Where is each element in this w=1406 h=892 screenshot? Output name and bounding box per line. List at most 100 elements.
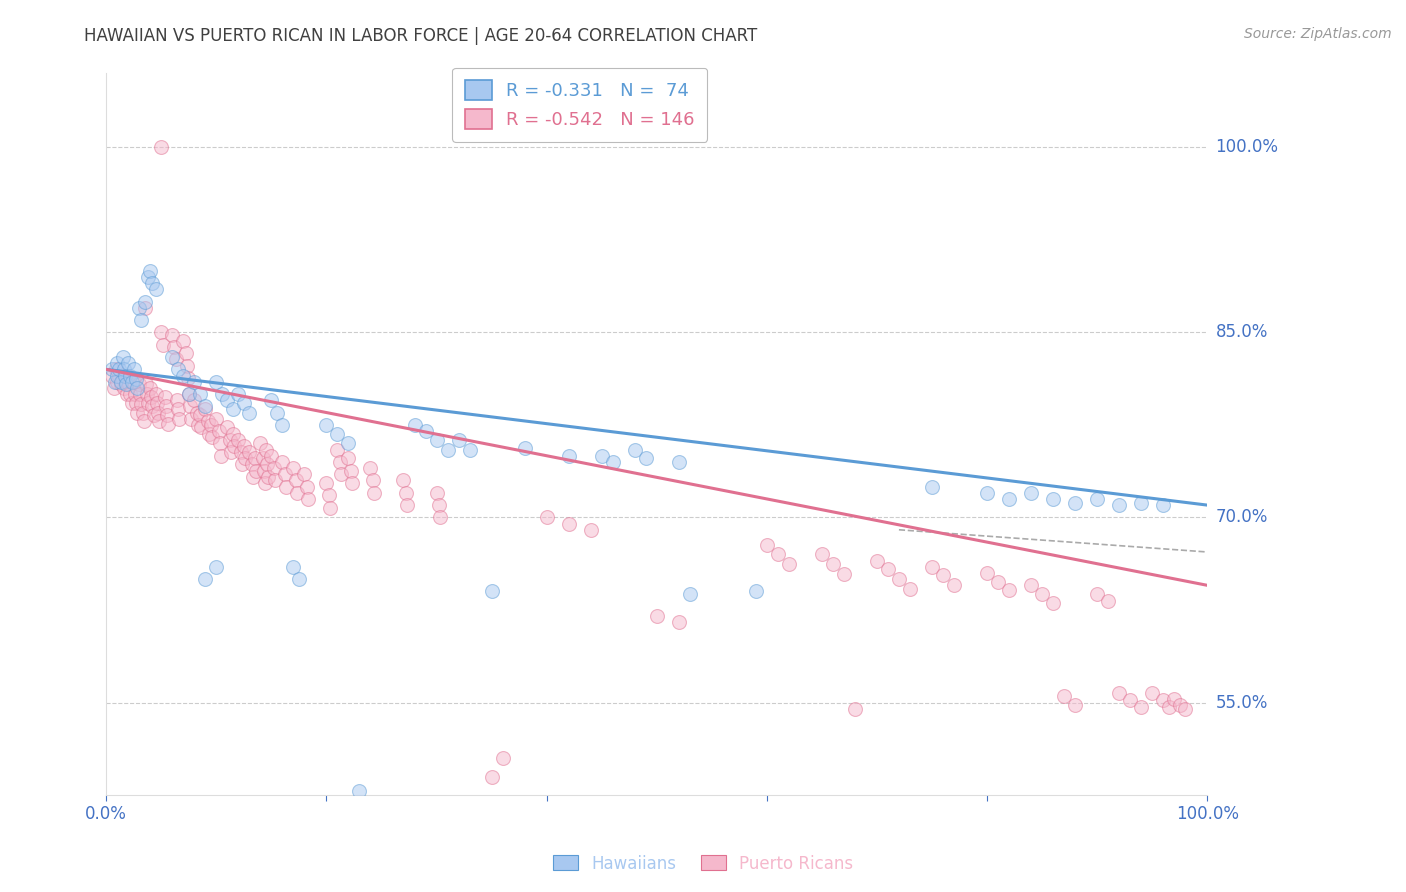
Point: [139, 263, 162, 277]
Point: [1019, 578, 1042, 592]
Point: [111, 372, 134, 386]
Point: [458, 442, 481, 457]
Point: [998, 491, 1021, 506]
Point: [240, 458, 263, 472]
Point: [110, 375, 132, 389]
Point: [294, 467, 316, 482]
Point: [318, 488, 340, 502]
Point: [679, 587, 702, 601]
Point: [755, 538, 778, 552]
Point: [105, 356, 128, 370]
Point: [174, 346, 197, 360]
Point: [194, 401, 217, 416]
Point: [145, 387, 167, 401]
Point: [197, 426, 219, 441]
Point: [117, 356, 139, 370]
Point: [163, 340, 186, 354]
Point: [481, 770, 503, 784]
Point: [141, 276, 163, 290]
Point: [112, 362, 135, 376]
Point: [481, 584, 503, 599]
Point: [136, 395, 159, 409]
Point: [392, 474, 415, 488]
Legend: Hawaiians, Puerto Ricans: Hawaiians, Puerto Ricans: [546, 848, 860, 880]
Point: [205, 375, 228, 389]
Point: [425, 433, 447, 447]
Text: 70.0%: 70.0%: [1216, 508, 1268, 526]
Point: [104, 375, 127, 389]
Point: [131, 406, 153, 420]
Point: [634, 451, 657, 466]
Point: [832, 567, 855, 582]
Point: [146, 406, 169, 420]
Point: [208, 436, 231, 450]
Point: [233, 451, 256, 466]
Point: [108, 368, 131, 383]
Point: [231, 458, 253, 472]
Point: [190, 420, 212, 434]
Point: [103, 381, 125, 395]
Point: [271, 455, 294, 469]
Point: [152, 337, 174, 351]
Point: [337, 451, 360, 466]
Point: [987, 574, 1010, 589]
Point: [179, 400, 201, 414]
Point: [105, 362, 128, 376]
Point: [129, 387, 152, 401]
Point: [326, 442, 349, 457]
Point: [132, 414, 155, 428]
Point: [121, 395, 143, 409]
Point: [108, 362, 131, 376]
Point: [125, 381, 148, 395]
Point: [100, 362, 122, 376]
Point: [326, 426, 349, 441]
Point: [188, 408, 211, 422]
Point: [205, 559, 228, 574]
Point: [1031, 587, 1053, 601]
Point: [1064, 495, 1087, 509]
Point: [177, 387, 200, 401]
Point: [166, 393, 188, 408]
Point: [811, 548, 834, 562]
Point: [139, 381, 162, 395]
Point: [105, 375, 128, 389]
Point: [898, 582, 921, 596]
Point: [141, 390, 163, 404]
Point: [165, 352, 187, 367]
Point: [134, 294, 156, 309]
Point: [285, 485, 308, 500]
Point: [136, 387, 159, 401]
Point: [1119, 693, 1142, 707]
Point: [217, 420, 239, 434]
Point: [245, 464, 267, 478]
Point: [142, 408, 165, 422]
Point: [232, 395, 254, 409]
Point: [183, 375, 205, 389]
Point: [1152, 498, 1174, 512]
Point: [187, 417, 209, 432]
Point: [162, 350, 184, 364]
Point: [288, 572, 311, 586]
Point: [166, 401, 188, 416]
Point: [218, 433, 240, 447]
Point: [125, 372, 148, 386]
Point: [557, 449, 579, 463]
Point: [447, 433, 470, 447]
Point: [745, 584, 768, 599]
Point: [219, 445, 242, 459]
Point: [295, 480, 318, 494]
Point: [274, 480, 297, 494]
Point: [243, 451, 266, 466]
Point: [1085, 587, 1108, 601]
Point: [253, 464, 276, 478]
Point: [1174, 701, 1197, 715]
Point: [125, 406, 148, 420]
Point: [111, 350, 134, 364]
Point: [115, 387, 138, 401]
Point: [283, 461, 305, 475]
Point: [115, 377, 138, 392]
Point: [172, 334, 194, 348]
Point: [395, 485, 418, 500]
Point: [1042, 596, 1064, 610]
Point: [1064, 698, 1087, 712]
